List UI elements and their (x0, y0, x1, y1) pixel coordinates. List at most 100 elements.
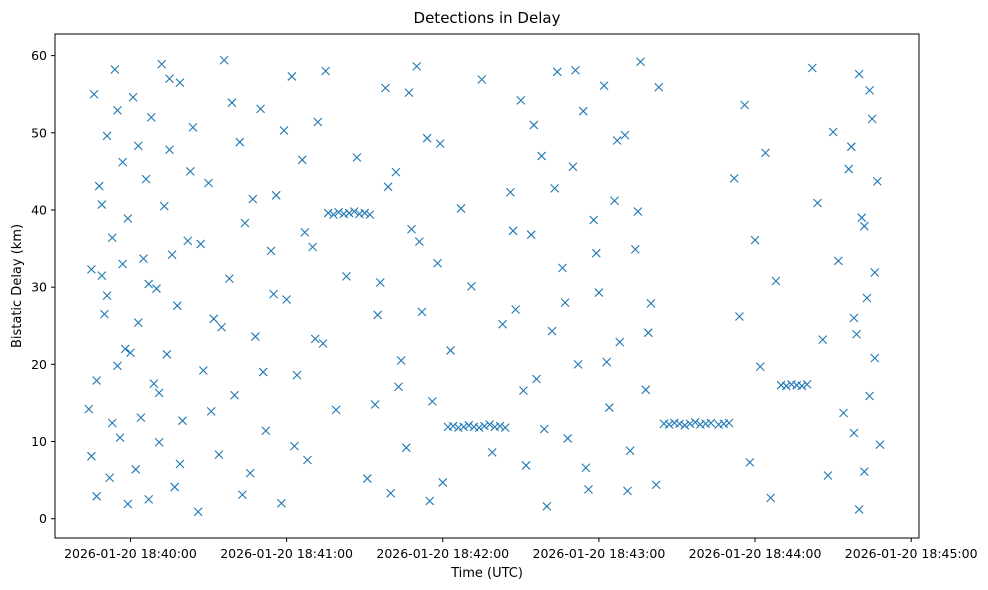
detection-point (529, 120, 539, 130)
detection-point (365, 210, 375, 219)
detection-point (654, 82, 664, 92)
detection-point (391, 167, 401, 177)
y-tick-label: 30 (31, 280, 47, 295)
detection-point (84, 404, 94, 414)
detection-point (373, 310, 383, 320)
detection-point (690, 417, 700, 427)
scatter-markers (84, 55, 885, 517)
detection-point (401, 443, 411, 453)
detection-point (870, 268, 880, 277)
detection-point (352, 153, 362, 162)
detection-point (386, 488, 396, 498)
detection-point (175, 459, 185, 469)
detection-point (107, 418, 117, 428)
detection-point (427, 396, 437, 406)
detection-point (563, 434, 573, 443)
x-tick-label: 2026-01-20 18:43:00 (533, 546, 666, 561)
detection-point (139, 254, 148, 263)
detection-point (144, 279, 154, 289)
detection-point (532, 374, 541, 384)
detection-point (750, 235, 760, 245)
detection-point (466, 281, 476, 291)
x-axis-label: Time (UTC) (450, 566, 523, 581)
detection-point (664, 420, 674, 429)
detection-point (133, 318, 143, 328)
detection-point (539, 424, 549, 434)
detection-point (578, 106, 588, 116)
detection-point (157, 59, 167, 69)
y-tick-label: 0 (39, 511, 47, 526)
detection-point (623, 486, 632, 496)
detection-point (865, 85, 874, 95)
detection-point (519, 386, 528, 395)
detection-point (370, 400, 380, 409)
detection-point (172, 301, 182, 311)
detection-point (258, 367, 268, 377)
detection-point (126, 348, 135, 358)
detection-point (448, 421, 458, 431)
detection-point (594, 288, 604, 297)
detection-point (381, 83, 390, 93)
detection-point (446, 346, 455, 355)
detection-point (511, 305, 521, 314)
detection-point (818, 335, 828, 345)
plot-area-frame (54, 33, 920, 539)
detection-point (849, 428, 859, 438)
detection-point (508, 226, 518, 236)
detection-point (165, 74, 174, 84)
x-tick-label: 2026-01-20 18:45:00 (845, 546, 978, 561)
detection-point (133, 141, 143, 151)
detection-point (643, 328, 653, 338)
detection-point (383, 182, 393, 192)
detection-point (828, 127, 838, 137)
detection-point (680, 420, 690, 430)
detection-point (823, 471, 833, 480)
detection-point (235, 137, 245, 147)
detection-point (230, 390, 239, 400)
detection-point (833, 256, 843, 266)
detection-point (287, 72, 297, 81)
detection-point (318, 339, 328, 348)
detection-point (248, 194, 258, 204)
detection-point (193, 507, 203, 517)
detection-point (407, 224, 416, 234)
detection-point (375, 278, 385, 287)
detection-point (404, 88, 414, 98)
detection-point (857, 213, 867, 223)
detection-point (498, 319, 508, 329)
detection-point (118, 259, 128, 269)
detection-point (849, 313, 859, 323)
detection-point (266, 246, 276, 256)
detection-point (198, 366, 208, 375)
detection-point (740, 100, 750, 110)
detection-point (149, 379, 159, 389)
detection-point (313, 117, 323, 127)
detection-point (865, 391, 874, 401)
detection-point (547, 326, 557, 336)
detection-point (349, 207, 359, 216)
detection-point (113, 361, 122, 371)
detection-point (100, 309, 109, 319)
detection-point (360, 208, 370, 218)
detection-point (102, 131, 112, 141)
detection-point (196, 239, 206, 249)
detection-point (781, 381, 791, 391)
detection-point (480, 421, 489, 431)
detection-point (269, 289, 278, 299)
detection-point (854, 69, 864, 79)
detection-point (128, 92, 138, 102)
detection-point (474, 423, 484, 433)
detection-point (755, 362, 765, 372)
detection-point (495, 421, 505, 431)
chart-title: Detections in Delay (414, 9, 561, 27)
detection-point (89, 89, 99, 99)
detection-point (250, 332, 260, 341)
detection-point (256, 104, 265, 114)
detection-point (870, 353, 880, 363)
detection-point (852, 329, 861, 339)
detection-point (636, 57, 645, 67)
detection-point (123, 499, 133, 509)
y-tick-label: 50 (31, 125, 47, 140)
y-tick-label: 20 (31, 357, 47, 372)
